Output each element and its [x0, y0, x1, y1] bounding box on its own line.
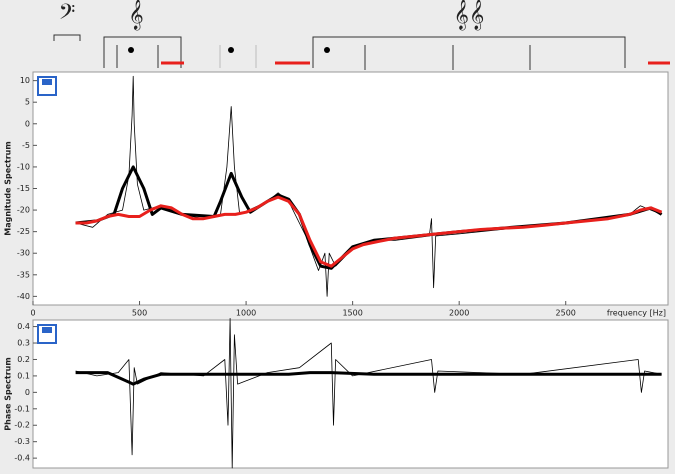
x-tick-label: 0	[30, 309, 35, 318]
y-tick-label: -20	[17, 206, 30, 215]
x-tick-label: 2000	[449, 309, 469, 318]
key-line	[116, 45, 159, 68]
bracket	[312, 36, 626, 68]
y-tick-label: -0.4	[14, 454, 30, 463]
y-tick-label: -40	[17, 292, 30, 301]
key-line	[219, 45, 257, 68]
series-line	[75, 195, 663, 268]
y-tick-label: -30	[17, 249, 30, 258]
x-tick-label: 1000	[236, 309, 256, 318]
marker-dot	[128, 47, 134, 53]
marker-dot	[228, 47, 234, 53]
clef: 𝄢	[59, 0, 76, 30]
plot-area	[32, 319, 669, 469]
y-tick-label: -25	[17, 227, 30, 236]
y-axis-label: Phase Spectrum	[4, 357, 13, 430]
save-icon-slot	[42, 327, 52, 333]
y-tick-label: 5	[25, 98, 30, 107]
y-tick-label: 0.2	[17, 355, 30, 364]
range-markers	[53, 34, 626, 70]
plot-area	[32, 71, 669, 306]
bracket	[53, 34, 81, 41]
y-tick-label: -0.1	[14, 404, 30, 413]
y-tick-label: -5	[22, 141, 30, 150]
marker-dot	[324, 47, 330, 53]
y-tick-label: -10	[17, 162, 30, 171]
x-tick-label: 500	[132, 309, 147, 318]
y-tick-label: 0.4	[17, 322, 30, 331]
clef: 𝄞	[128, 0, 143, 31]
save-icon-slot	[42, 79, 52, 85]
y-tick-label: 0	[25, 119, 30, 128]
x-tick-label: 2500	[556, 309, 576, 318]
y-tick-label: 10	[20, 76, 30, 85]
key-line	[364, 45, 531, 70]
series-line	[75, 318, 662, 469]
y-tick-label: -0.2	[14, 421, 30, 430]
y-tick-label: -0.3	[14, 437, 30, 446]
y-tick-label: -15	[17, 184, 30, 193]
y-axis-label: Magnitude Spectrum	[4, 141, 13, 235]
x-axis-label: frequency [Hz]	[607, 309, 666, 318]
clef: 𝄞𝄞	[454, 0, 485, 31]
series-line	[75, 371, 662, 386]
y-tick-label: -35	[17, 270, 30, 279]
y-tick-label: 0.1	[17, 371, 30, 380]
bracket	[103, 36, 182, 68]
x-tick-label: 1500	[342, 309, 362, 318]
y-tick-label: 0.3	[17, 339, 30, 348]
y-tick-label: 0	[25, 388, 30, 397]
